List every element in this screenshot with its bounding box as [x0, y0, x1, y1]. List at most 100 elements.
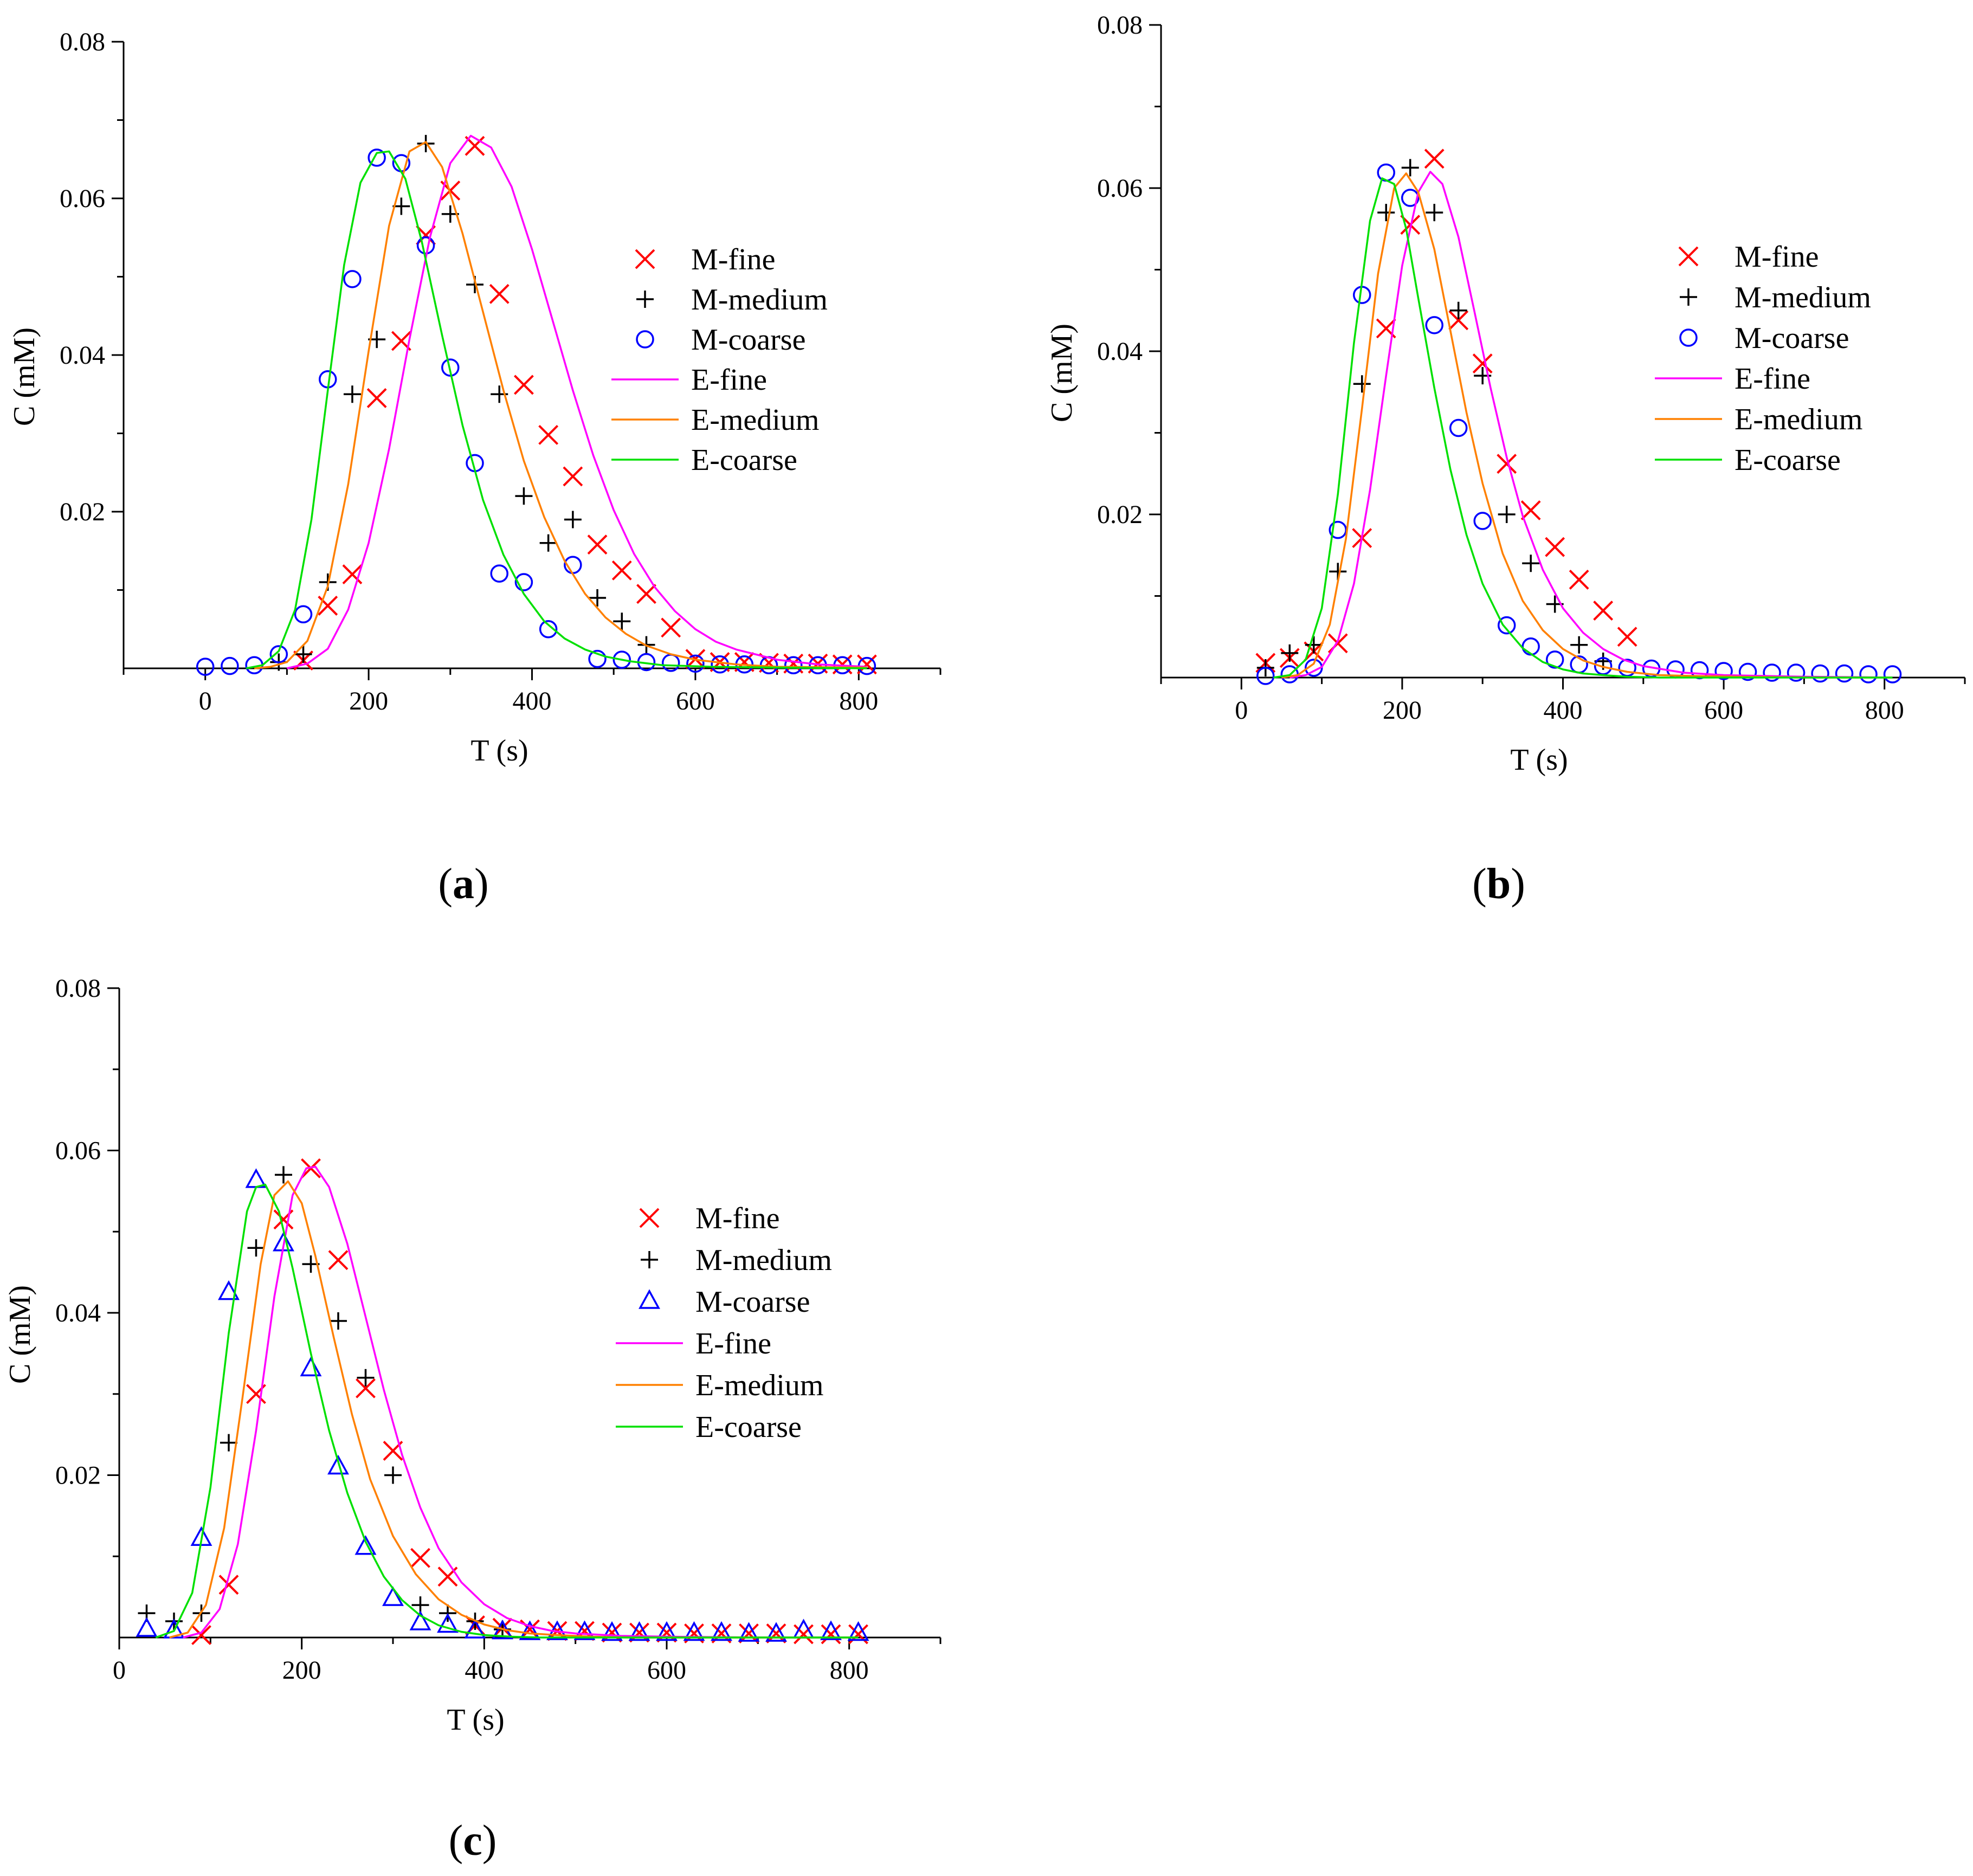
- data-point-m-fine: [1593, 601, 1614, 621]
- data-point-m-medium: [330, 1312, 347, 1330]
- data-point-m-coarse: [1425, 316, 1443, 334]
- data-point-m-fine: [318, 595, 338, 616]
- panel-label-letter: b: [1487, 860, 1511, 908]
- panel-label-open-paren: (: [1472, 860, 1487, 908]
- legend-label-e-coarse: E-coarse: [695, 1410, 802, 1444]
- series-e-medium: [254, 141, 867, 669]
- data-point-m-fine: [356, 1378, 376, 1398]
- data-point-m-medium: [1353, 375, 1371, 393]
- data-point-m-fine: [1424, 149, 1445, 169]
- data-point-m-medium: [1498, 506, 1516, 523]
- data-point-m-medium: [247, 1239, 265, 1257]
- series-line-e-coarse: [1273, 177, 1893, 679]
- legend-swatch-m-coarse: [639, 1289, 660, 1309]
- data-point-m-medium: [1401, 159, 1419, 177]
- data-point-m-fine: [602, 1622, 622, 1643]
- series-line-e-fine: [287, 134, 867, 669]
- x-tick-label: 200: [282, 1656, 321, 1685]
- series-e-fine: [183, 1165, 859, 1639]
- data-point-m-coarse: [367, 149, 386, 167]
- series-e-medium: [169, 1180, 859, 1639]
- data-point-m-fine: [342, 564, 363, 585]
- data-point-m-fine: [538, 424, 559, 445]
- data-point-m-medium: [384, 1466, 402, 1484]
- data-point-m-fine: [1520, 500, 1541, 520]
- x-tick-label: 200: [1383, 696, 1422, 725]
- data-point-m-coarse: [820, 1620, 842, 1640]
- data-point-m-fine: [1497, 454, 1517, 474]
- y-tick-label: 0.04: [60, 341, 105, 370]
- legend-label-e-fine: E-fine: [1735, 362, 1810, 396]
- data-point-m-coarse: [382, 1586, 404, 1606]
- panel-label-b: (b): [1472, 860, 1525, 908]
- legend-label-m-fine: M-fine: [1735, 240, 1819, 274]
- series-m-fine: [1255, 149, 1637, 673]
- legend-label-e-medium: E-medium: [695, 1369, 823, 1402]
- data-point-m-coarse: [784, 656, 803, 674]
- y-tick-label: 0.02: [60, 498, 105, 526]
- data-point-m-coarse: [354, 1535, 377, 1555]
- data-point-m-coarse: [294, 605, 313, 624]
- legend-label-e-medium: E-medium: [1735, 403, 1862, 436]
- legend-swatch-m-fine: [635, 249, 655, 269]
- data-point-m-fine: [661, 617, 681, 638]
- x-tick-label: 0: [199, 687, 212, 715]
- data-point-m-coarse: [136, 1617, 158, 1637]
- data-point-m-fine: [766, 1623, 786, 1643]
- data-point-m-medium: [1570, 636, 1588, 654]
- chart-panel-b: 0 200 400 600 800 0.02 0.04 0.06 0.08 T (s) C (mM)…: [1045, 11, 1966, 908]
- legend-swatch-m-medium: [636, 291, 654, 308]
- data-point-m-fine: [328, 1250, 349, 1271]
- x-tick-label: 200: [349, 687, 388, 715]
- data-point-m-coarse: [847, 1621, 869, 1641]
- x-tick-label: 800: [1865, 696, 1904, 725]
- data-point-m-medium: [294, 645, 312, 663]
- data-point-m-coarse: [269, 645, 288, 663]
- data-point-m-coarse: [612, 650, 631, 669]
- data-point-m-coarse: [1714, 662, 1733, 680]
- panel-label-letter: a: [453, 860, 474, 908]
- legend: M-fine M-medium M-coarse E-fine E-medium E-co…: [611, 243, 828, 477]
- x-tick-label: 400: [1544, 696, 1583, 725]
- y-tick-label: 0.08: [55, 974, 101, 1003]
- data-point-m-coarse: [1738, 662, 1757, 681]
- legend-label-m-medium: M-medium: [691, 283, 828, 317]
- panel-label-close-paren: ): [482, 1817, 497, 1865]
- data-point-m-medium: [1449, 301, 1467, 319]
- data-point-m-coarse: [1763, 663, 1781, 682]
- panel-label-close-paren: ): [1511, 860, 1525, 908]
- series-line-e-coarse: [155, 1183, 859, 1639]
- series-e-coarse: [246, 150, 867, 669]
- legend-swatch-m-medium: [1680, 288, 1697, 306]
- data-point-m-coarse: [539, 620, 558, 639]
- legend-label-m-medium: M-medium: [1735, 281, 1871, 314]
- series-line-e-medium: [1281, 172, 1893, 679]
- legend-label-m-coarse: M-coarse: [1735, 321, 1849, 355]
- data-point-m-fine: [629, 1622, 649, 1643]
- panel-label-open-paren: (: [449, 1817, 463, 1865]
- x-tick-label: 0: [1235, 696, 1248, 725]
- panel-label-close-paren: ): [474, 860, 489, 908]
- panel-label-a: (a): [438, 860, 488, 908]
- data-point-m-medium: [275, 1166, 292, 1184]
- data-point-m-coarse: [464, 1619, 486, 1639]
- legend-label-m-fine: M-fine: [695, 1202, 780, 1235]
- panel-label-open-paren: (: [438, 860, 453, 908]
- data-point-m-fine: [794, 1624, 814, 1645]
- data-point-m-coarse: [656, 1621, 678, 1641]
- data-point-m-coarse: [163, 1619, 185, 1639]
- x-axis-title: T (s): [470, 734, 528, 768]
- data-point-m-coarse: [1401, 189, 1420, 207]
- data-point-m-medium: [539, 534, 557, 552]
- data-point-m-medium: [1522, 555, 1540, 572]
- x-tick-label: 600: [647, 1656, 686, 1685]
- data-point-m-fine: [514, 375, 534, 395]
- x-tick-label: 800: [839, 687, 878, 715]
- data-point-m-fine: [563, 466, 583, 487]
- charts: 0 200 400 600 800 0.02 0.04 0.06 0.08 T (s) C (mM)…: [3, 11, 1966, 1865]
- data-point-m-coarse: [196, 657, 215, 676]
- x-tick-label: 600: [676, 687, 715, 715]
- data-point-m-coarse: [628, 1621, 650, 1641]
